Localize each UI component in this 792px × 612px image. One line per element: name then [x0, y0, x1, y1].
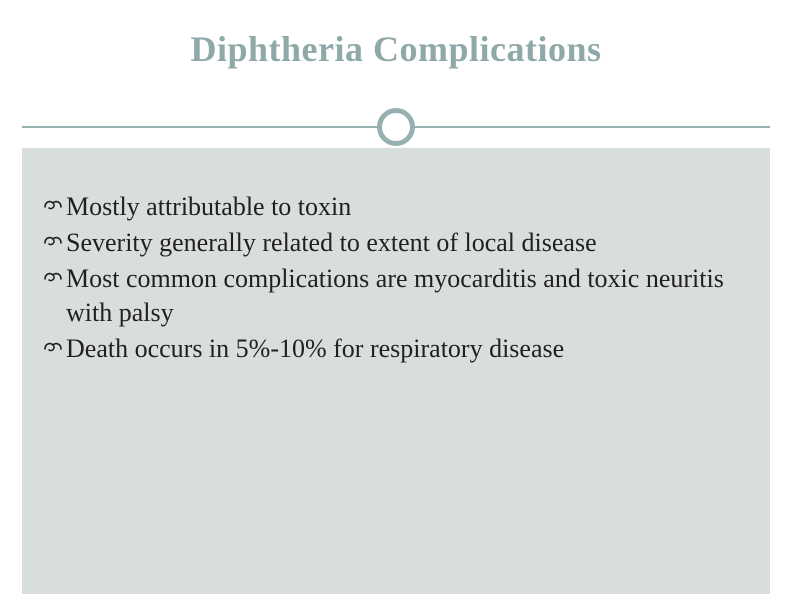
slide: Diphtheria Complications Mostly attribut… [0, 0, 792, 612]
bullet-text: Death occurs in 5%-10% for respiratory d… [66, 332, 564, 366]
bullet-icon [42, 226, 64, 260]
list-item: Most common complications are myocarditi… [42, 262, 750, 330]
divider [0, 108, 792, 148]
divider-circle-icon [377, 108, 415, 146]
title-area: Diphtheria Complications [0, 0, 792, 70]
bullet-text: Most common complications are myocarditi… [66, 262, 750, 330]
list-item: Mostly attributable to toxin [42, 190, 750, 224]
slide-title: Diphtheria Complications [0, 28, 792, 70]
bullet-icon [42, 262, 64, 296]
list-item: Death occurs in 5%-10% for respiratory d… [42, 332, 750, 366]
list-item: Severity generally related to extent of … [42, 226, 750, 260]
bullet-icon [42, 190, 64, 224]
bullet-icon [42, 332, 64, 366]
bullet-text: Severity generally related to extent of … [66, 226, 597, 260]
bullet-text: Mostly attributable to toxin [66, 190, 351, 224]
bullet-list: Mostly attributable to toxin Severity ge… [42, 190, 750, 368]
